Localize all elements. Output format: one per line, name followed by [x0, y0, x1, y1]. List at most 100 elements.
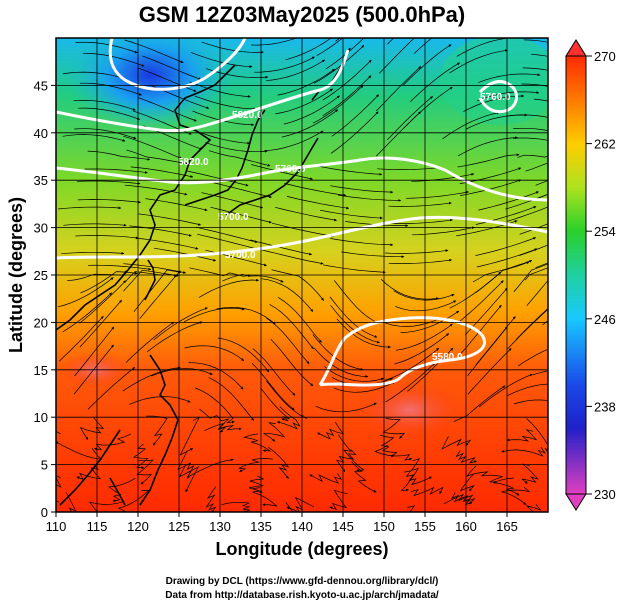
streamline	[249, 475, 265, 493]
streamline	[525, 162, 548, 172]
colorbar-min-arrow	[565, 493, 587, 511]
streamline	[77, 199, 141, 204]
streamline	[319, 209, 383, 220]
streamline	[59, 315, 104, 362]
streamline	[521, 83, 548, 87]
y-tick-label: 30	[34, 221, 48, 236]
streamline	[184, 345, 245, 361]
streamline	[530, 53, 548, 57]
streamline	[473, 471, 503, 484]
streamline	[324, 366, 384, 382]
streamline	[314, 347, 369, 378]
streamline	[196, 226, 258, 244]
streamline	[82, 52, 145, 67]
streamline	[137, 67, 197, 92]
streamline	[56, 441, 102, 460]
streamline	[523, 39, 548, 43]
y-tick-label: 15	[34, 363, 48, 378]
streamline	[380, 278, 439, 300]
streamline	[122, 366, 181, 392]
contour-label: 5820.0	[178, 157, 209, 168]
streamline	[336, 318, 391, 349]
streamline	[269, 304, 314, 350]
streamline	[61, 251, 125, 255]
x-tick-label: 115	[87, 519, 108, 534]
streamline	[334, 280, 380, 325]
streamline	[403, 470, 432, 486]
streamline	[329, 489, 348, 511]
streamline	[222, 274, 284, 283]
x-tick-label: 110	[46, 519, 67, 534]
x-tick-label: 150	[373, 519, 395, 534]
gridlines	[56, 38, 548, 512]
streamline	[78, 107, 141, 120]
streamline	[522, 67, 548, 71]
streamline	[457, 280, 504, 324]
streamline	[133, 273, 179, 313]
streamline	[521, 463, 539, 484]
streamline	[138, 213, 201, 226]
streamline	[251, 363, 295, 411]
streamline	[322, 59, 372, 101]
plot-area: 5820.0 5820.0 5760.0 5700.0 5700.0 5760.…	[56, 38, 548, 512]
streamline	[467, 348, 512, 395]
streamline	[74, 128, 137, 140]
x-tick-label: 135	[250, 519, 272, 534]
streamline	[183, 307, 245, 323]
streamline	[410, 62, 460, 102]
x-tick-label: 145	[332, 519, 354, 534]
streamline	[286, 496, 315, 512]
x-tick-label: 140	[291, 519, 313, 534]
streamline	[84, 168, 148, 174]
streamline	[506, 428, 538, 442]
streamline	[130, 166, 194, 178]
streamline	[62, 292, 113, 333]
y-tick-label: 35	[34, 173, 48, 188]
colorbar-tick-label: 262	[594, 137, 616, 152]
streamline	[374, 444, 413, 461]
streamline	[275, 88, 333, 115]
streamline	[309, 473, 343, 484]
streamline	[317, 422, 344, 440]
streamline	[137, 97, 197, 122]
streamline	[89, 500, 125, 512]
streamline	[80, 82, 142, 96]
streamline	[205, 142, 268, 153]
streamline	[57, 277, 114, 308]
streamline	[108, 477, 136, 503]
x-tick-label: 155	[414, 519, 436, 534]
streamline	[178, 463, 200, 493]
streamline	[179, 416, 201, 456]
streamline	[455, 450, 477, 464]
streamline	[331, 94, 380, 137]
streamline	[88, 264, 152, 271]
streamline	[201, 192, 264, 209]
streamline	[139, 270, 181, 319]
streamline	[513, 399, 548, 405]
colorbar-tick-label: 254	[594, 224, 616, 239]
contour-labels: 5820.0 5820.0 5760.0 5700.0 5700.0 5760.…	[178, 92, 511, 363]
streamline	[519, 244, 548, 256]
streamline	[393, 290, 455, 301]
streamline	[275, 206, 337, 222]
streamline	[341, 251, 405, 259]
y-tick-label: 10	[34, 410, 48, 425]
streamline	[449, 49, 508, 74]
streamline	[351, 461, 377, 493]
streamline	[322, 264, 386, 274]
streamline	[62, 71, 126, 80]
streamline	[265, 59, 326, 82]
streamline	[457, 153, 520, 168]
streamline	[243, 433, 272, 453]
streamline	[388, 258, 452, 264]
streamline	[62, 134, 126, 142]
streamline	[195, 387, 235, 424]
streamline	[501, 447, 546, 457]
streamline	[472, 259, 533, 283]
streamline	[451, 492, 473, 506]
x-tick-label: 165	[496, 519, 518, 534]
streamline	[285, 38, 332, 61]
streamline	[507, 206, 548, 222]
streamline	[74, 326, 115, 377]
streamline	[378, 38, 415, 74]
